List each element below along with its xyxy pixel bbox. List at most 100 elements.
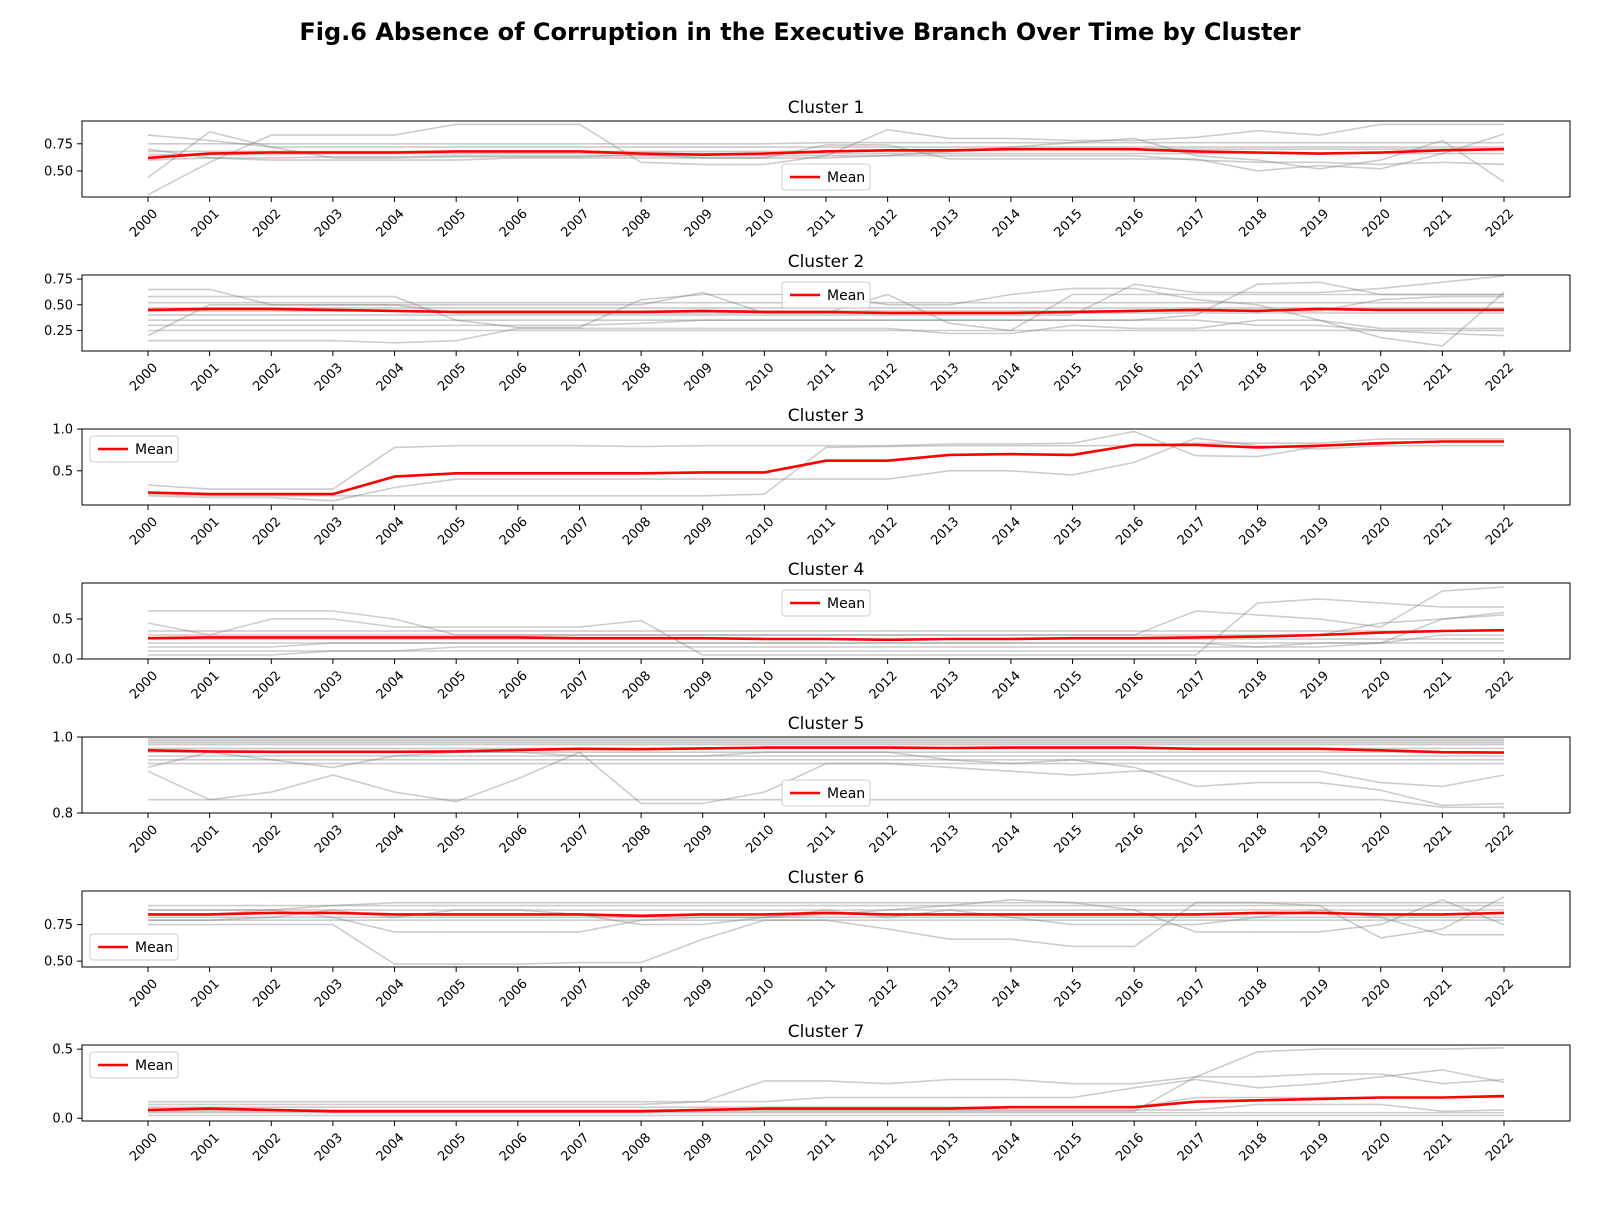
- x-tick-label: 2021: [1421, 206, 1455, 240]
- x-tick-label: 2010: [743, 514, 777, 548]
- x-tick-label: 2010: [743, 1130, 777, 1164]
- x-tick-label: 2022: [1483, 822, 1517, 856]
- member-series-line: [148, 1047, 1505, 1106]
- x-tick-label: 2018: [1236, 976, 1270, 1010]
- x-tick-label: 2005: [435, 206, 469, 240]
- x-tick-label: 2019: [1298, 668, 1332, 702]
- x-tick-label: 2005: [435, 514, 469, 548]
- x-tick-label: 2012: [867, 514, 901, 548]
- x-tick-label: 2018: [1236, 206, 1270, 240]
- x-tick-label: 2002: [250, 206, 284, 240]
- x-tick-label: 2019: [1298, 1130, 1332, 1164]
- y-tick-label: 0.5: [52, 613, 73, 628]
- subplot-title: Cluster 2: [788, 252, 865, 272]
- y-tick-label: 0.75: [44, 918, 73, 933]
- x-tick-label: 2001: [189, 976, 223, 1010]
- member-series-line: [148, 319, 1504, 344]
- y-tick-label: 1.0: [52, 731, 73, 746]
- x-tick-label: 2022: [1483, 514, 1517, 548]
- member-series-line: [147, 154, 1505, 166]
- legend-label: Mean: [135, 1058, 173, 1074]
- x-tick-label: 2016: [1113, 668, 1147, 702]
- x-tick-label: 2007: [558, 514, 592, 548]
- mean-series-line: [148, 911, 1505, 918]
- x-tick-label: 2001: [189, 206, 223, 240]
- mean-series-line: [147, 147, 1505, 160]
- member-series-line: [147, 751, 1505, 807]
- x-tick-label: 2006: [497, 976, 531, 1010]
- cluster-panel-4: Cluster 4 0.0 0.5 2000 2001 2002 2003 2004 2005 2…: [52, 560, 1571, 702]
- legend: Mean: [781, 589, 871, 617]
- x-tick-label: 2021: [1421, 360, 1455, 394]
- x-tick-label: 2018: [1236, 1130, 1270, 1164]
- x-tick-label: 2011: [805, 822, 839, 856]
- x-tick-label: 2008: [620, 822, 654, 856]
- mean-series-line: [147, 628, 1505, 642]
- x-tick-label: 2007: [558, 668, 592, 702]
- x-tick-label: 2022: [1483, 976, 1517, 1010]
- legend: Mean: [89, 1051, 179, 1079]
- cluster-panel-1: Cluster 1 0.50 0.75 2000 2001 2002 2003 2004 200…: [44, 98, 1571, 240]
- member-series-line: [148, 319, 1505, 337]
- x-tick-label: 2003: [312, 668, 346, 702]
- legend-box: [89, 1051, 179, 1079]
- y-tick-label: 0.8: [52, 807, 73, 822]
- x-tick-label: 2012: [867, 976, 901, 1010]
- legend: Mean: [781, 779, 871, 807]
- member-series-line: [147, 137, 1505, 183]
- x-tick-label: 2011: [805, 976, 839, 1010]
- legend-box: [781, 589, 871, 617]
- x-tick-label: 2018: [1236, 668, 1270, 702]
- legend-label: Mean: [135, 940, 173, 956]
- member-series-line: [148, 614, 1505, 656]
- x-tick-label: 2015: [1052, 206, 1086, 240]
- x-tick-label: 2019: [1298, 514, 1332, 548]
- x-tick-label: 2009: [682, 514, 716, 548]
- member-series-line: [148, 586, 1505, 636]
- x-tick-label: 2004: [374, 514, 408, 548]
- y-tick-label: 0.25: [44, 324, 73, 339]
- x-tick-label: 2020: [1360, 360, 1394, 394]
- x-tick-label: 2013: [928, 360, 962, 394]
- x-tick-label: 2005: [435, 360, 469, 394]
- x-tick-label: 2010: [743, 976, 777, 1010]
- x-tick-label: 2017: [1175, 668, 1209, 702]
- x-tick-label: 2009: [682, 206, 716, 240]
- subplot-title: Cluster 7: [788, 1022, 865, 1042]
- x-tick-label: 2012: [867, 206, 901, 240]
- x-tick-label: 2016: [1113, 822, 1147, 856]
- member-series-line: [148, 896, 1505, 965]
- x-tick-label: 2006: [497, 668, 531, 702]
- mean-series-line: [147, 440, 1504, 496]
- x-tick-label: 2007: [558, 976, 592, 1010]
- x-tick-label: 2010: [743, 822, 777, 856]
- x-tick-label: 2004: [374, 976, 408, 1010]
- legend-label: Mean: [135, 442, 173, 458]
- x-tick-label: 2022: [1483, 1130, 1517, 1164]
- x-tick-label: 2012: [867, 1130, 901, 1164]
- x-tick-label: 2010: [743, 668, 777, 702]
- x-tick-label: 2015: [1052, 976, 1086, 1010]
- x-tick-label: 2008: [620, 360, 654, 394]
- x-tick-label: 2002: [250, 822, 284, 856]
- member-series-line: [148, 275, 1505, 316]
- legend: Mean: [89, 435, 179, 463]
- x-tick-label: 2013: [928, 976, 962, 1010]
- x-tick-label: 2003: [312, 976, 346, 1010]
- legend-label: Mean: [827, 170, 865, 186]
- member-series-line: [147, 134, 1504, 148]
- cluster-panel-5: Cluster 5 0.8 1.0 2000 2001 2002 2003 2004 2005 2…: [52, 714, 1571, 856]
- member-series-line: [148, 1096, 1504, 1108]
- subplot-title: Cluster 5: [788, 714, 865, 734]
- x-tick-label: 2014: [990, 1130, 1024, 1164]
- x-tick-label: 2022: [1483, 206, 1517, 240]
- x-tick-label: 2004: [374, 206, 408, 240]
- x-tick-label: 2006: [497, 1130, 531, 1164]
- x-tick-label: 2021: [1421, 822, 1455, 856]
- member-series-line: [148, 901, 1504, 916]
- x-tick-label: 2016: [1113, 206, 1147, 240]
- subplot-title: Cluster 3: [788, 406, 865, 426]
- x-tick-label: 2006: [497, 514, 531, 548]
- x-tick-label: 2016: [1113, 360, 1147, 394]
